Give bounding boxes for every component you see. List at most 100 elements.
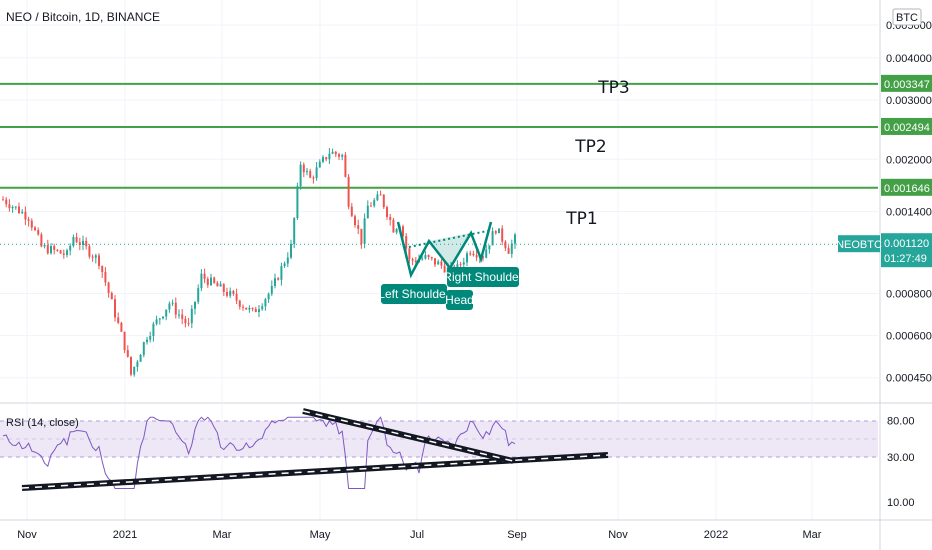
target-price-tag-text: 0.001646 — [884, 183, 930, 195]
candle-body — [357, 225, 360, 229]
candle-body — [395, 228, 398, 233]
candles — [0, 148, 878, 377]
candle-body — [293, 218, 296, 244]
candle-body — [21, 211, 24, 214]
candle-body — [491, 231, 494, 246]
candle-body — [331, 151, 334, 154]
candle-body — [466, 253, 468, 263]
candle-body — [382, 194, 385, 208]
target-label-tp3: TP3 — [597, 78, 629, 98]
candle-body — [27, 219, 30, 221]
candle-body — [88, 246, 91, 257]
candle-body — [280, 266, 283, 280]
candle-body — [242, 306, 244, 308]
candle-body — [277, 278, 280, 280]
candle-body — [203, 273, 206, 279]
candle-body — [174, 302, 177, 315]
candle-body — [437, 261, 440, 265]
candle-body — [325, 157, 328, 160]
candle-body — [158, 318, 161, 320]
candle-body — [94, 255, 97, 258]
candle-body — [440, 261, 443, 266]
time-tick-label: Nov — [17, 529, 37, 541]
candle-body — [37, 230, 40, 235]
candle-body — [62, 253, 65, 255]
candle-body — [296, 186, 299, 219]
candle-body — [181, 314, 184, 319]
candle-body — [168, 303, 171, 310]
last-price-tag — [881, 233, 932, 268]
price-axis: 0.005000 0.004000 0.003000 0.002000 0.001400… — [836, 8, 932, 509]
candle-body — [370, 205, 372, 207]
candle-body — [472, 253, 475, 256]
candle-body — [411, 259, 414, 261]
rsi-label: RSI (14, close) — [6, 417, 79, 429]
currency-label: BTC — [896, 12, 918, 24]
candle-body — [373, 200, 376, 206]
candle-body — [213, 277, 216, 283]
candle-body — [443, 265, 446, 273]
candle-body — [5, 199, 8, 205]
countdown-text: 01:27:49 — [884, 253, 927, 265]
candle-body — [107, 282, 110, 293]
candle-body — [232, 290, 235, 294]
rsi-pane — [0, 408, 878, 491]
candle-body — [219, 284, 222, 287]
candle-body — [194, 301, 196, 309]
candle-body — [485, 249, 488, 258]
candle-body — [283, 263, 286, 267]
symbol-tag — [838, 235, 880, 253]
time-tick-label: Sep — [507, 529, 527, 541]
candle-body — [366, 205, 369, 219]
candle-body — [98, 255, 100, 266]
candle-body — [258, 309, 260, 313]
candle-body — [165, 309, 168, 317]
candle-body — [2, 199, 4, 201]
left-shoulder-label: Left Shoulder — [378, 287, 449, 301]
candle-body — [91, 256, 94, 258]
candle-body — [34, 227, 36, 231]
time-tick-label: 2021 — [113, 529, 137, 541]
candle-body — [226, 292, 228, 296]
candle-body — [405, 236, 408, 249]
candle-body — [427, 255, 430, 258]
candle-body — [354, 216, 356, 226]
time-tick-label: Mar — [213, 529, 232, 541]
right-shoulder-label: Right Shoulder — [443, 270, 522, 284]
candle-body — [328, 153, 331, 160]
candle-body — [430, 257, 433, 259]
candle-body — [322, 157, 324, 162]
candle-body — [498, 228, 500, 234]
candle-body — [347, 176, 350, 207]
candle-body — [210, 277, 212, 286]
candle-body — [40, 234, 43, 247]
candle-body — [235, 293, 238, 301]
target-price-tag — [881, 117, 932, 135]
candle-body — [59, 250, 62, 254]
candle-body — [56, 249, 59, 251]
candle-body — [392, 219, 395, 233]
candle-body — [114, 299, 116, 318]
candle-body — [171, 302, 174, 304]
candle-body — [120, 322, 123, 332]
candle-body — [389, 216, 392, 220]
candle-body — [299, 164, 302, 187]
candle-body — [402, 226, 404, 237]
last-price-text: 0.001120 — [884, 238, 929, 250]
price-tick-label: 0.001400 — [886, 207, 932, 219]
candle-body — [379, 194, 382, 196]
time-tick-label: May — [310, 529, 331, 541]
candle-body — [78, 242, 81, 245]
candle-body — [190, 308, 193, 324]
candle-body — [306, 171, 308, 173]
candle-body — [200, 273, 203, 289]
candle-body — [315, 167, 318, 179]
target-price-tag — [881, 178, 932, 196]
candle-body — [507, 248, 510, 254]
candle-body — [222, 284, 225, 293]
price-tick-label: 0.000450 — [886, 373, 932, 385]
price-tick-label: 0.000800 — [886, 288, 932, 300]
candle-body — [162, 316, 164, 319]
